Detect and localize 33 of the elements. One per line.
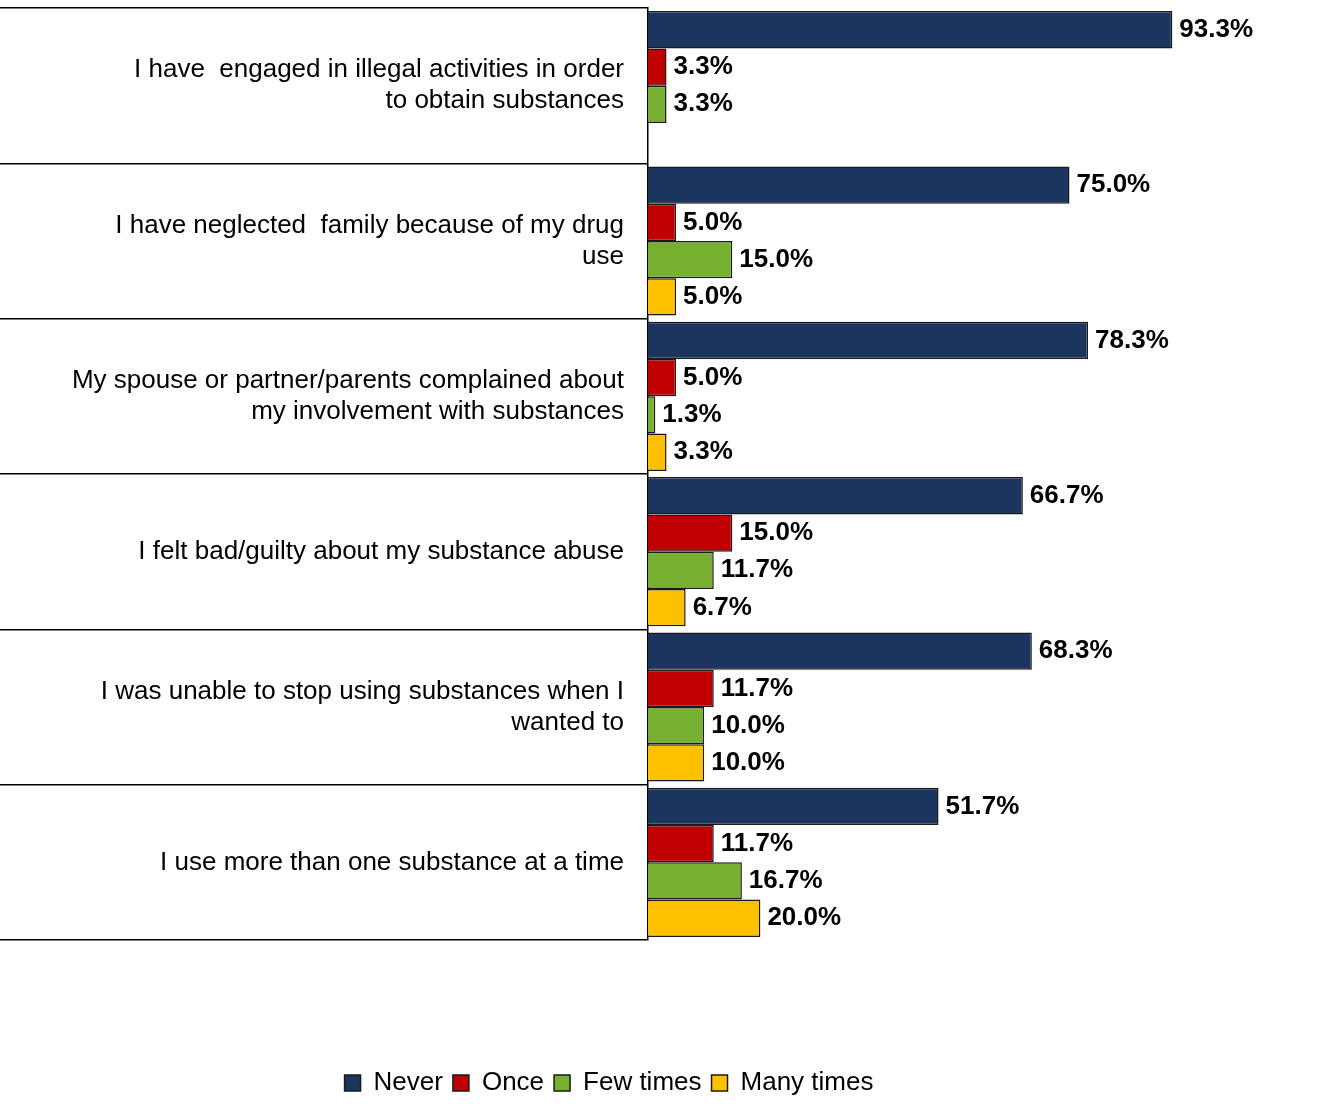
- data-label: 6.7%: [692, 590, 752, 621]
- data-label: 5.0%: [683, 205, 743, 236]
- data-label: 3.3%: [673, 435, 733, 466]
- data-label: 51.7%: [945, 789, 1020, 820]
- legend-label: Once: [481, 1066, 545, 1097]
- data-label: 16.7%: [748, 864, 823, 895]
- data-label: 10.0%: [711, 708, 785, 739]
- data-label: 20.0%: [767, 901, 842, 932]
- data-label: 93.3%: [1179, 12, 1254, 43]
- data-label: 15.0%: [739, 242, 814, 273]
- data-label: 10.0%: [711, 746, 785, 777]
- y-tick-label: I have neglected family because of my drug use: [115, 208, 624, 270]
- y-tick-label: I was unable to stop using substances when I wanted to: [100, 674, 624, 736]
- data-label: 68.3%: [1038, 634, 1113, 665]
- data-label: 75.0%: [1076, 168, 1151, 199]
- data-label: 11.7%: [720, 826, 794, 857]
- data-label: 11.7%: [720, 671, 794, 702]
- data-label: 3.3%: [673, 87, 733, 118]
- data-label: 11.7%: [720, 553, 794, 584]
- legend-label: Few times: [583, 1066, 702, 1097]
- data-label: 1.3%: [662, 398, 722, 429]
- y-tick-label: I felt bad/guilty about my substance abuse: [138, 534, 624, 565]
- y-tick-label: I use more than one substance at a time: [160, 845, 624, 876]
- y-tick-label: I have engaged in illegal activities in order to obtain substances: [134, 53, 625, 115]
- data-label: 66.7%: [1029, 478, 1104, 509]
- data-label: 3.3%: [673, 50, 733, 81]
- data-label: 5.0%: [683, 360, 743, 391]
- legend-label: Never: [373, 1066, 444, 1097]
- data-label: 15.0%: [739, 516, 814, 547]
- legend-label: Many times: [740, 1066, 874, 1097]
- data-label: 78.3%: [1095, 323, 1169, 354]
- y-tick-label: My spouse or partner/parents complained about my involvement with substances: [71, 363, 625, 426]
- data-label: 5.0%: [683, 280, 743, 311]
